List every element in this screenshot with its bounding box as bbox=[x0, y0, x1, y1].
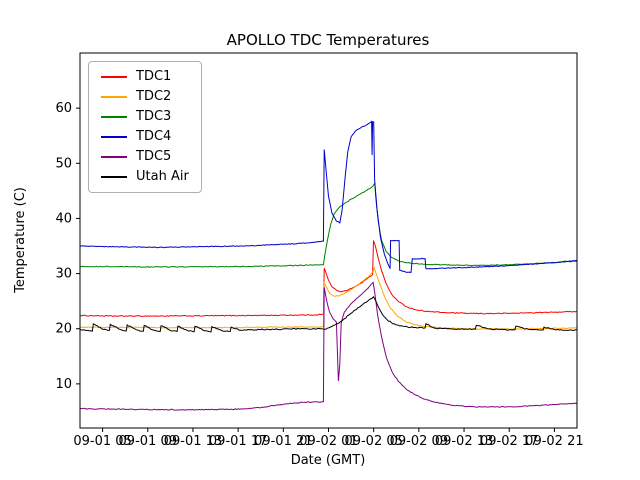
x-tick-label: 09-02 01 bbox=[299, 434, 357, 449]
x-tick-label: 09-02 13 bbox=[435, 434, 493, 449]
x-tick-label: 09-01 21 bbox=[254, 434, 312, 449]
legend-line-sample bbox=[101, 76, 127, 78]
legend-label: Utah Air bbox=[136, 169, 189, 184]
y-tick-label: 30 bbox=[55, 267, 72, 282]
series-line-utah-air bbox=[80, 295, 577, 333]
x-tick-label: 09-01 05 bbox=[73, 434, 131, 449]
y-axis-ticks: 10 20 30 40 50 60 bbox=[55, 101, 80, 392]
x-tick-label: 09-02 21 bbox=[525, 434, 583, 449]
x-tick-label: 09-02 17 bbox=[480, 434, 538, 449]
x-tick-label: 09-01 17 bbox=[209, 434, 267, 449]
x-tick-label: 09-01 13 bbox=[164, 434, 222, 449]
legend-line-sample bbox=[101, 156, 127, 158]
series-line-tdc3 bbox=[80, 181, 577, 268]
x-tick-label: 09-01 09 bbox=[119, 434, 177, 449]
y-tick-label: 20 bbox=[55, 322, 72, 337]
legend-label: TDC4 bbox=[136, 129, 172, 144]
y-tick-label: 60 bbox=[55, 101, 72, 116]
series-line-tdc1 bbox=[80, 240, 577, 318]
legend-label: TDC1 bbox=[136, 69, 172, 84]
legend-label: TDC5 bbox=[136, 149, 172, 164]
legend-item: TDC1 bbox=[101, 70, 189, 84]
x-axis-label: Date (GMT) bbox=[291, 453, 366, 468]
y-tick-label: 50 bbox=[55, 156, 72, 171]
x-tick-label: 09-02 05 bbox=[344, 434, 402, 449]
legend-label: TDC2 bbox=[136, 89, 172, 104]
legend-item: TDC2 bbox=[101, 90, 189, 104]
legend-item: Utah Air bbox=[101, 170, 189, 184]
series-lines bbox=[80, 120, 577, 411]
series-line-tdc2 bbox=[80, 266, 577, 330]
legend-line-sample bbox=[101, 176, 127, 178]
legend-line-sample bbox=[101, 116, 127, 118]
legend-line-sample bbox=[101, 96, 127, 98]
chart-title: APOLLO TDC Temperatures bbox=[227, 31, 430, 49]
legend-line-sample bbox=[101, 136, 127, 138]
y-tick-label: 10 bbox=[55, 377, 72, 392]
series-line-tdc5 bbox=[80, 281, 577, 411]
legend: TDC1 TDC2 TDC3 TDC4 TDC5 Utah Air bbox=[88, 61, 202, 193]
y-axis-label: Temperature (C) bbox=[13, 187, 28, 294]
legend-item: TDC3 bbox=[101, 110, 189, 124]
legend-item: TDC5 bbox=[101, 150, 189, 164]
legend-item: TDC4 bbox=[101, 130, 189, 144]
legend-label: TDC3 bbox=[136, 109, 172, 124]
y-tick-label: 40 bbox=[55, 211, 72, 226]
series-line-tdc4 bbox=[80, 120, 577, 274]
x-tick-label: 09-02 09 bbox=[390, 434, 448, 449]
